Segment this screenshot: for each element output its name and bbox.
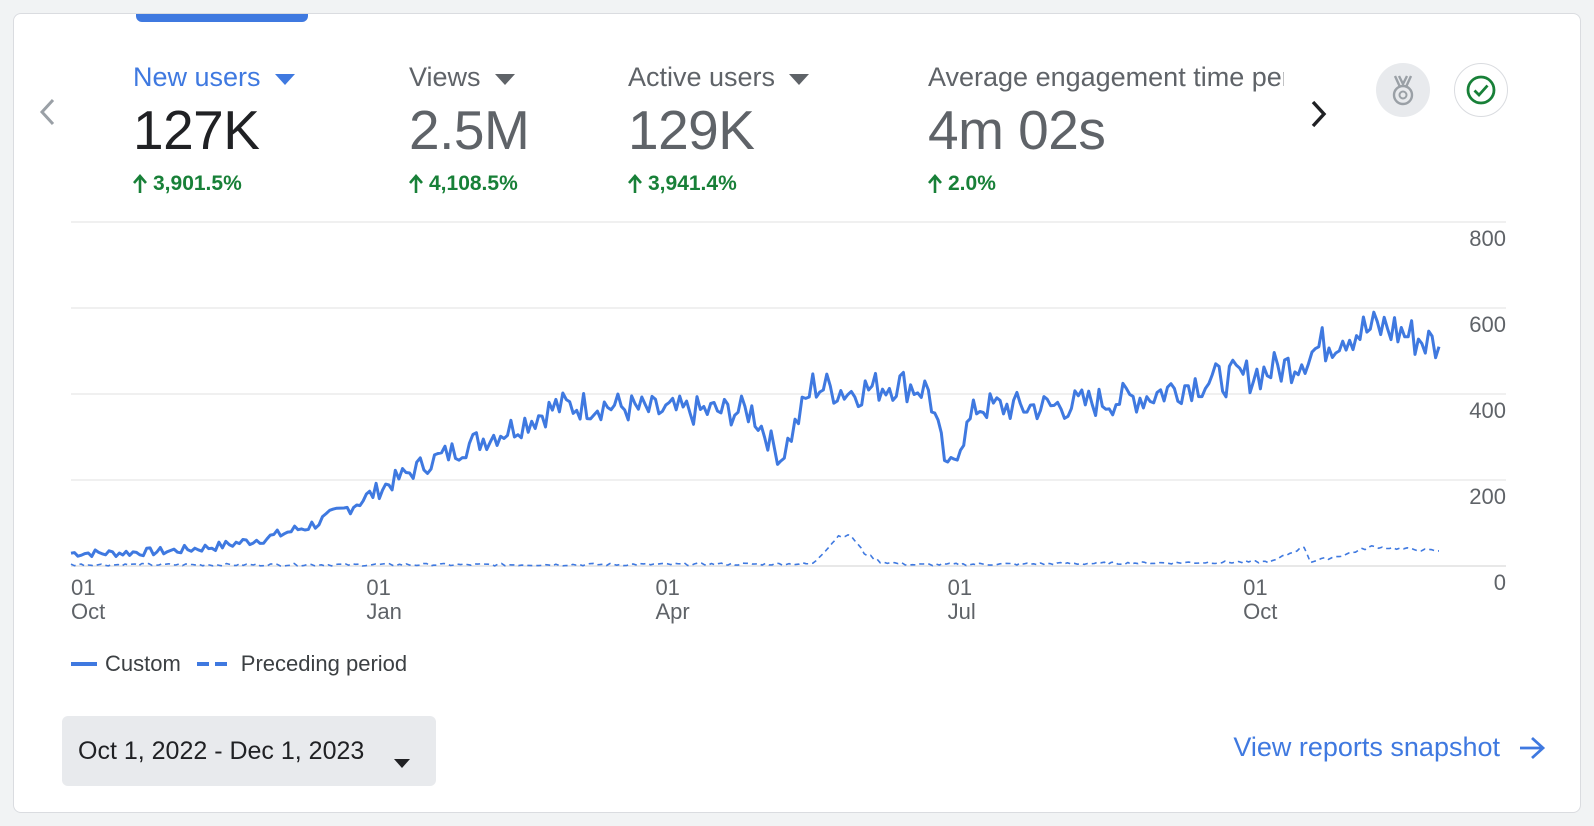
legend-item-custom: Custom — [71, 651, 181, 677]
x-tick-month: Oct — [71, 599, 105, 624]
legend-dashed-line-icon — [196, 662, 233, 666]
metric-title-text: Average engagement time per active user — [928, 61, 1284, 92]
chevron-left-icon — [39, 98, 55, 126]
metric-change-text: 3,901.5% — [153, 172, 242, 195]
x-tick-day: 01 — [1243, 575, 1267, 600]
arrow-up-icon — [928, 174, 942, 194]
previous-metrics-button[interactable] — [28, 92, 68, 132]
x-tick-day: 01 — [948, 575, 972, 600]
metric-tab-new-users[interactable]: New users 127K 3,901.5% — [133, 58, 295, 196]
series-line-custom — [70, 310, 1441, 558]
y-tick-label: 400 — [1469, 398, 1506, 423]
metric-tab-average-engagement-time[interactable]: Average engagement time per active user … — [928, 58, 1284, 196]
data-status-button[interactable] — [1454, 63, 1508, 117]
metric-title-text: Active users — [628, 61, 776, 92]
metric-title: Active users — [628, 58, 810, 96]
metric-change-text: 3,941.4% — [648, 172, 737, 195]
legend-label: Preceding period — [240, 651, 408, 676]
legend-solid-line-icon — [71, 662, 97, 666]
metric-change-text: 4,108.5% — [429, 172, 518, 195]
dropdown-caret-icon — [394, 747, 410, 776]
y-tick-label: 600 — [1469, 312, 1506, 337]
arrow-up-icon — [133, 174, 147, 194]
selected-tab-indicator — [136, 14, 308, 22]
metric-change: 2.0% — [928, 172, 1284, 196]
check-circle-icon — [1466, 75, 1496, 105]
metric-value: 129K — [628, 99, 755, 161]
metric-tab-views[interactable]: Views 2.5M 4,108.5% — [409, 58, 530, 196]
x-tick-day: 01 — [71, 575, 95, 600]
legend-label: Custom — [105, 651, 181, 676]
insights-button[interactable] — [1376, 63, 1430, 117]
metric-change: 3,901.5% — [133, 172, 295, 196]
metric-tab-active-users[interactable]: Active users 129K 3,941.4% — [628, 58, 810, 196]
medal-icon — [1392, 75, 1414, 106]
view-reports-snapshot-link[interactable]: View reports snapshot — [1233, 732, 1546, 763]
dropdown-caret-icon[interactable] — [789, 62, 810, 93]
dropdown-caret-icon[interactable] — [274, 62, 295, 93]
metric-value: 4m 02s — [928, 99, 1106, 161]
snapshot-link-text: View reports snapshot — [1233, 732, 1500, 762]
series-line-preceding-period — [70, 534, 1440, 567]
x-tick-month: Jan — [366, 599, 401, 624]
date-range-dropdown[interactable]: Oct 1, 2022 - Dec 1, 2023 — [62, 716, 436, 786]
arrow-right-icon — [1520, 736, 1546, 759]
dropdown-caret-icon[interactable] — [494, 62, 515, 93]
y-tick-label: 200 — [1469, 484, 1506, 509]
x-tick-month: Jul — [948, 599, 976, 624]
next-metrics-button[interactable] — [1298, 94, 1338, 134]
metric-title: Average engagement time per active user — [928, 58, 1284, 96]
x-tick-month: Apr — [655, 599, 689, 624]
metric-change: 4,108.5% — [409, 172, 529, 196]
y-tick-label: 0 — [1494, 570, 1506, 595]
x-tick-day: 01 — [366, 575, 390, 600]
chart-legend: Custom Preceding period — [71, 651, 423, 677]
x-tick-month: Oct — [1243, 599, 1277, 624]
date-range-text: Oct 1, 2022 - Dec 1, 2023 — [78, 736, 365, 765]
metric-title: Views — [409, 58, 529, 96]
chevron-right-icon — [1311, 100, 1327, 128]
home-overview-card: New users 127K 3,901.5% Views 2.5M 4,108… — [13, 13, 1581, 813]
metric-change: 3,941.4% — [628, 172, 809, 196]
arrow-up-icon — [628, 174, 642, 194]
x-tick-day: 01 — [655, 575, 679, 600]
arrow-up-icon — [409, 174, 423, 194]
metric-value: 2.5M — [409, 99, 530, 161]
legend-item-preceding-period: Preceding period — [196, 651, 408, 677]
metric-change-text: 2.0% — [948, 172, 996, 195]
metric-title-text: New users — [133, 61, 261, 92]
y-tick-label: 800 — [1469, 226, 1506, 251]
metric-value: 127K — [133, 99, 260, 161]
metric-title-text: Views — [409, 61, 481, 92]
metric-title: New users — [133, 58, 295, 96]
